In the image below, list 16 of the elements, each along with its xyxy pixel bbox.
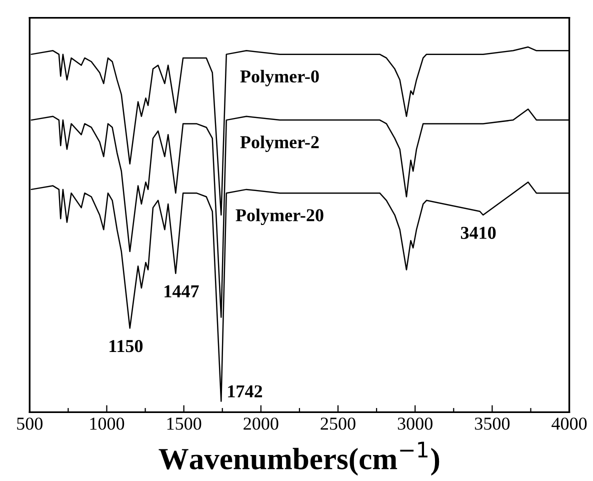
x-tick-label: 1000 bbox=[90, 418, 124, 430]
series-label: Polymer-20 bbox=[236, 208, 324, 226]
x-tick-label: 500 bbox=[17, 418, 43, 430]
annotation: 1150 bbox=[110, 340, 143, 352]
series-label: Polymer-2 bbox=[240, 136, 319, 152]
x-tick-label: 4000 bbox=[552, 418, 587, 430]
annotation: 1742 bbox=[228, 385, 262, 398]
x-tick-label: 2000 bbox=[244, 418, 278, 430]
x-tick-label: 1500 bbox=[167, 418, 202, 430]
series-label: Polymer-0 bbox=[240, 70, 319, 86]
x-axis-title: Wavenumbers(cm$^{−1}$) bbox=[158, 442, 440, 476]
annotation: 3410 bbox=[460, 226, 496, 239]
x-tick-label: 3000 bbox=[398, 418, 432, 430]
annotation: 1447 bbox=[164, 285, 199, 298]
x-tick-label: 2500 bbox=[320, 418, 356, 430]
x-tick-label: 3500 bbox=[475, 418, 510, 430]
